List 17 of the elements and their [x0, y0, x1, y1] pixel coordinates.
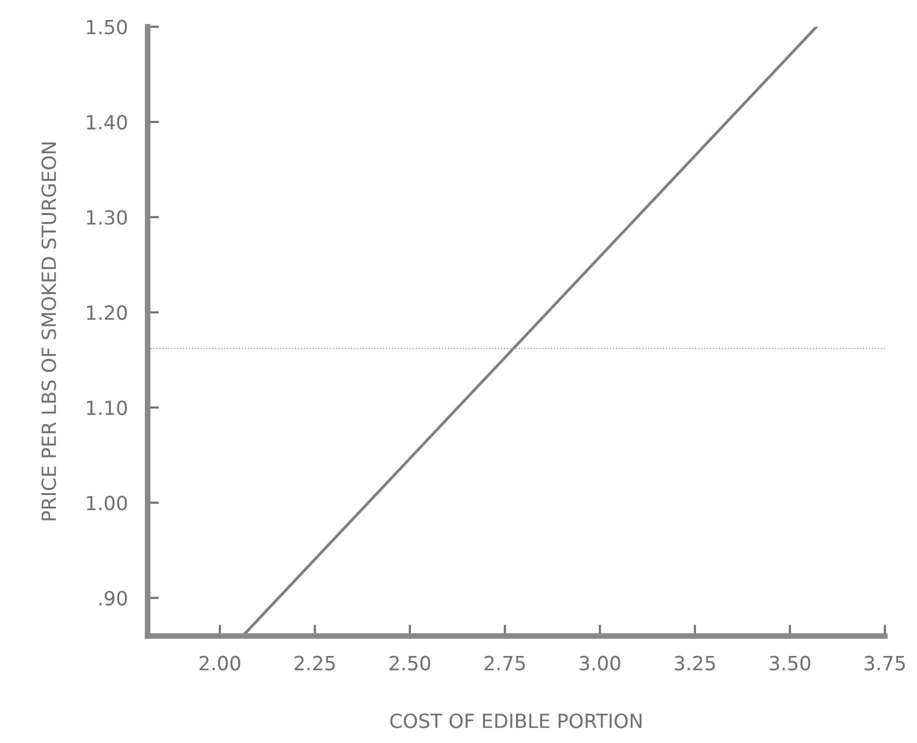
x-tick-label: 2.75 [484, 656, 525, 671]
x-tick-label: 3.25 [674, 656, 715, 671]
x-tick-label: 3.50 [770, 656, 810, 671]
y-tick-label: 1.10 [87, 400, 127, 416]
y-tick-label: .90 [99, 590, 127, 606]
y-axis-title: PRICE PER LBS OF SMOKED STURGEON [41, 142, 56, 520]
y-tick-label: 1.40 [87, 114, 127, 130]
y-tick-label: 1.00 [87, 496, 127, 510]
x-tick-label: 3.00 [580, 656, 620, 671]
x-axis-title: COST OF EDIBLE PORTION [390, 714, 642, 728]
x-tick-label: 2.00 [200, 656, 240, 671]
x-tick-label: 2.50 [390, 656, 430, 671]
x-tick-label: 3.75 [864, 656, 905, 671]
y-tick-label: 1.30 [87, 210, 127, 225]
x-tick-label: 2.25 [294, 656, 335, 671]
y-tick-label: 1.20 [87, 305, 127, 320]
y-tick-label: 1.50 [87, 20, 127, 34]
